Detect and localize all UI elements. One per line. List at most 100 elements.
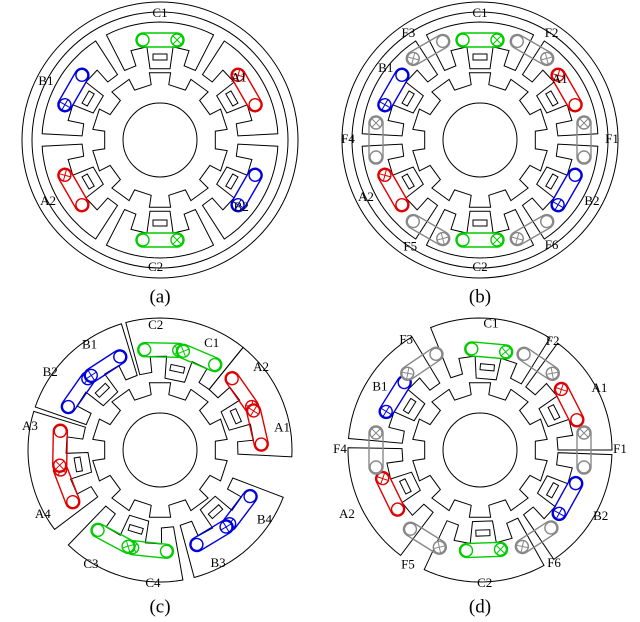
- phase-label: F1: [605, 131, 619, 146]
- phase-label: F6: [545, 237, 559, 252]
- flux-arrow: [403, 398, 416, 413]
- coil-end: [465, 342, 478, 355]
- flux-arrow: [82, 174, 94, 189]
- coil-end: [435, 33, 451, 49]
- phase-label: A2: [339, 506, 355, 521]
- flux-arrow: [170, 364, 185, 373]
- panel-caption: (b): [469, 286, 491, 307]
- coil-end: [74, 67, 90, 83]
- phase-label: B4: [257, 511, 273, 526]
- coil-end: [60, 398, 77, 415]
- coil-end: [568, 475, 584, 491]
- coil-end: [509, 33, 525, 49]
- coil: [550, 474, 586, 523]
- flux-arrow: [548, 405, 560, 420]
- flux-arrow: [547, 483, 559, 498]
- coil-end: [516, 346, 533, 363]
- phase-label: A1: [552, 71, 568, 86]
- phase-label: F5: [403, 238, 417, 253]
- shaft: [443, 103, 517, 177]
- phase-label: C1: [472, 5, 487, 20]
- coil-end: [189, 536, 205, 552]
- phase-label: A1: [591, 380, 607, 395]
- coil-end: [111, 349, 128, 366]
- coil: [187, 517, 235, 554]
- coil-end: [139, 344, 151, 356]
- phase-label: C1: [204, 335, 219, 350]
- stator-module: [106, 22, 213, 71]
- coil-end: [394, 67, 410, 83]
- rotor: [413, 383, 547, 517]
- phase-label: C2: [472, 259, 487, 274]
- flux-arrow: [226, 91, 238, 106]
- stator-module: [42, 144, 117, 239]
- flux-arrow: [128, 524, 143, 534]
- coil-end: [578, 151, 590, 163]
- motor-panel: C1F2A1F1B2F6C2F5A2F4B1F3(d): [333, 315, 627, 617]
- coil: [55, 166, 91, 215]
- coil-end: [394, 197, 410, 213]
- coil: [398, 345, 446, 383]
- shaft: [123, 413, 197, 487]
- phase-label: A4: [35, 506, 51, 521]
- coil: [369, 116, 383, 164]
- coil-end: [428, 346, 445, 363]
- phase-label: F5: [401, 556, 415, 571]
- phase-label: B1: [38, 73, 53, 88]
- stator-module: [203, 144, 278, 239]
- coil-end: [224, 370, 241, 387]
- shaft: [443, 413, 517, 487]
- coil-end: [370, 151, 382, 163]
- rotor: [413, 73, 547, 207]
- stator-module: [203, 41, 278, 136]
- flux-arrow: [473, 220, 487, 226]
- phase-label: C4: [145, 575, 161, 590]
- stator-module: [106, 210, 213, 259]
- panel-caption: (d): [469, 596, 491, 617]
- coil-end: [74, 197, 90, 213]
- motor-panel: C2C1A2A1B4B3C4C3A4A3B2B1(c): [22, 317, 292, 617]
- coil: [373, 469, 407, 518]
- coil: [82, 347, 130, 385]
- inner-housing: [352, 12, 608, 268]
- phase-label: B1: [82, 337, 97, 352]
- coil: [55, 66, 91, 115]
- coil: [53, 424, 68, 472]
- coil: [577, 116, 591, 164]
- flux-arrow: [473, 54, 487, 60]
- motor-figure: C1 A1 B2 C2 A2 B1 (a) C1 F2 A1 F1 B2 F6 C2 F5 A2 F4 B1 F3 (…: [0, 0, 640, 622]
- coil: [136, 33, 184, 47]
- phase-label: B1: [378, 60, 393, 75]
- panel-caption: (c): [149, 596, 170, 617]
- panel-caption: (a): [149, 286, 170, 307]
- phase-label: F3: [402, 25, 416, 40]
- phase-label: B2: [43, 364, 58, 379]
- rotor: [93, 73, 227, 207]
- coil-end: [137, 34, 149, 46]
- coil: [456, 233, 504, 247]
- coil: [375, 166, 411, 215]
- coil: [401, 520, 449, 557]
- flux-arrow: [153, 220, 167, 226]
- coil-end: [137, 234, 149, 246]
- phase-label: A1: [274, 419, 290, 434]
- phase-label: A2: [40, 193, 56, 208]
- flux-arrow: [546, 174, 558, 189]
- coil-end: [457, 34, 469, 46]
- phase-label: F4: [341, 131, 355, 146]
- phase-label: C1: [152, 5, 167, 20]
- phase-label: F2: [545, 25, 559, 40]
- phase-label: F6: [547, 555, 561, 570]
- flux-arrow: [476, 530, 490, 536]
- flux-arrow: [480, 364, 494, 371]
- coil: [89, 521, 138, 556]
- coil-end: [543, 520, 560, 537]
- flux-arrow: [402, 91, 414, 106]
- phase-label: B2: [584, 193, 599, 208]
- coil-end: [457, 234, 469, 246]
- coil: [549, 166, 585, 215]
- phase-label: C2: [148, 317, 163, 332]
- phase-label: C3: [83, 556, 98, 571]
- coil: [459, 542, 507, 558]
- phase-label: A3: [22, 418, 38, 433]
